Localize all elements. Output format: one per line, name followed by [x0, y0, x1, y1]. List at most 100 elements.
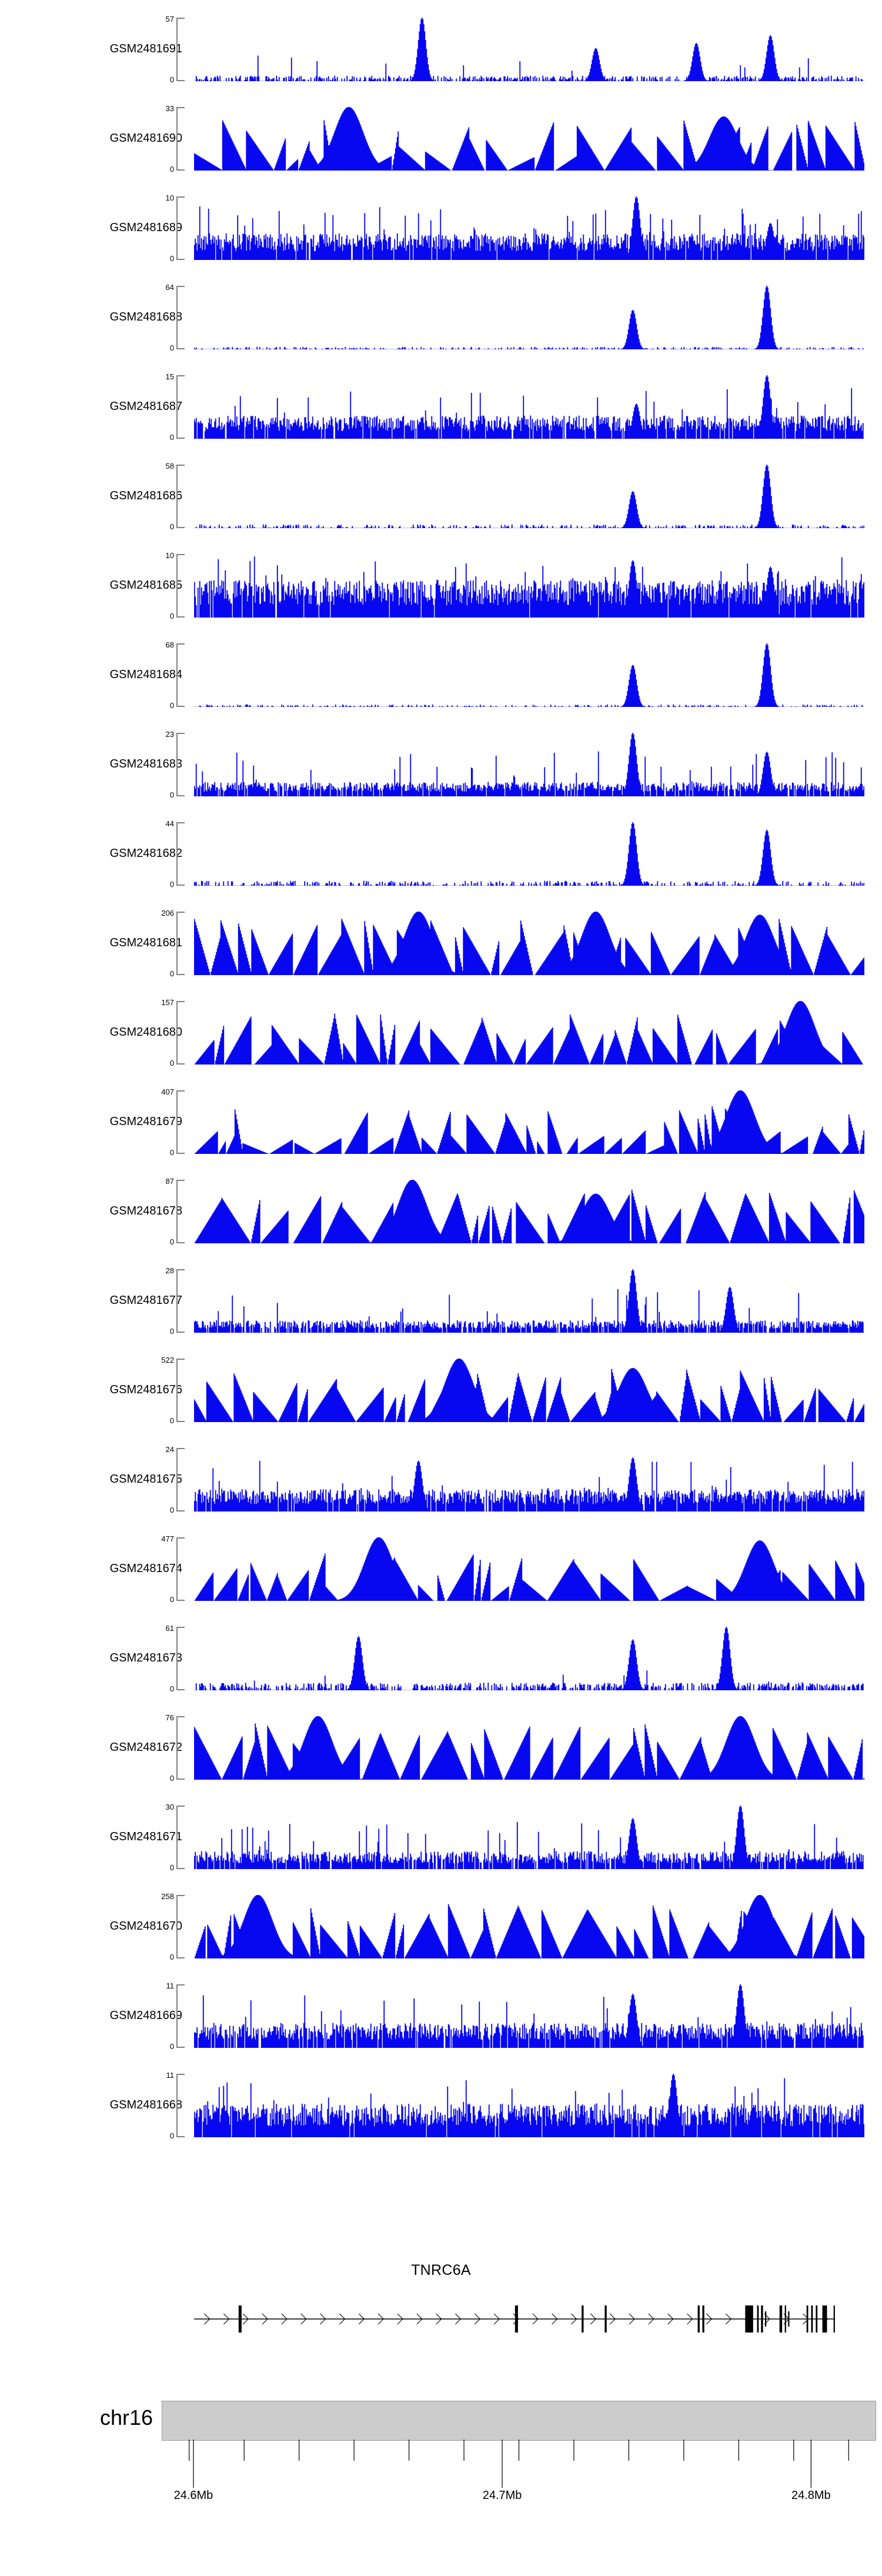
y-axis-min-label: 0 [169, 1595, 174, 1604]
coverage-area [194, 1269, 864, 1333]
coverage-track-gsm2481682[interactable]: GSM2481682 44 0 [0, 819, 882, 912]
coverage-plot[interactable] [194, 822, 864, 886]
chromosome-axis-track: chr16 24.6Mb 24.7Mb 24.8Mb [0, 2388, 882, 2511]
coverage-track-gsm2481681[interactable]: GSM2481681 206 0 [0, 909, 882, 1001]
coverage-track-gsm2481671[interactable]: GSM2481671 30 0 [0, 1803, 882, 1895]
coverage-track-gsm2481679[interactable]: GSM2481679 407 0 [0, 1088, 882, 1180]
y-axis: 206 0 [161, 909, 185, 977]
y-axis-min-label: 0 [169, 522, 174, 531]
coverage-plot[interactable] [194, 1090, 864, 1154]
ideogram-bar[interactable] [162, 2401, 876, 2441]
coverage-track-gsm2481668[interactable]: GSM2481668 11 0 [0, 2071, 882, 2163]
y-axis-max-label: 522 [161, 1356, 174, 1364]
coverage-area [194, 375, 864, 439]
coverage-plot[interactable] [194, 1269, 864, 1333]
ruler-tick-label: 24.7Mb [482, 2489, 522, 2502]
y-axis: 30 0 [166, 1803, 185, 1871]
track-label: GSM2481668 [109, 2098, 182, 2111]
coverage-plot[interactable] [194, 1537, 864, 1601]
track-label: GSM2481686 [109, 489, 182, 502]
y-axis: 87 0 [166, 1177, 185, 1246]
coverage-area [194, 733, 864, 796]
coverage-track-gsm2481672[interactable]: GSM2481672 76 0 [0, 1713, 882, 1806]
y-axis-max-label: 11 [166, 1981, 175, 1990]
coverage-plot[interactable] [194, 1448, 864, 1511]
coverage-plot[interactable] [194, 107, 864, 171]
y-axis-max-label: 477 [161, 1534, 174, 1543]
y-axis-max-label: 76 [165, 1713, 174, 1722]
y-axis: 477 0 [161, 1535, 185, 1603]
y-axis: 61 0 [166, 1624, 185, 1693]
coverage-plot[interactable] [194, 196, 864, 260]
coverage-area [194, 1180, 864, 1243]
coverage-track-gsm2481691[interactable]: GSM2481691 57 0 [0, 15, 882, 107]
coverage-plot[interactable] [194, 1180, 864, 1243]
coverage-plot[interactable] [194, 375, 864, 439]
coverage-plot[interactable] [194, 1001, 864, 1065]
coverage-plot[interactable] [194, 18, 864, 81]
coverage-plot[interactable] [194, 1627, 864, 1690]
coverage-track-gsm2481687[interactable]: GSM2481687 15 0 [0, 373, 882, 465]
y-axis-min-label: 0 [169, 790, 174, 799]
y-axis: 33 0 [166, 105, 185, 173]
coverage-area [194, 1090, 864, 1154]
coverage-track-gsm2481673[interactable]: GSM2481673 61 0 [0, 1624, 882, 1716]
coverage-plot[interactable] [194, 643, 864, 707]
y-axis-max-label: 58 [165, 462, 174, 471]
y-axis: 23 0 [166, 730, 185, 799]
coverage-plot[interactable] [194, 1716, 864, 1780]
y-axis-min-label: 0 [169, 969, 174, 978]
y-axis: 15 0 [166, 373, 185, 441]
coverage-track-gsm2481690[interactable]: GSM2481690 33 0 [0, 105, 882, 196]
y-axis-min-label: 0 [169, 433, 174, 442]
coverage-track-gsm2481676[interactable]: GSM2481676 522 0 [0, 1356, 882, 1448]
coverage-plot[interactable] [194, 1806, 864, 1869]
coverage-track-gsm2481674[interactable]: GSM2481674 477 0 [0, 1535, 882, 1627]
coverage-track-gsm2481685[interactable]: GSM2481685 10 0 [0, 552, 882, 643]
coverage-track-gsm2481686[interactable]: GSM2481686 58 0 [0, 462, 882, 554]
coverage-track-gsm2481677[interactable]: GSM2481677 28 0 [0, 1267, 882, 1359]
coverage-area [194, 643, 864, 707]
coverage-plot[interactable] [194, 2074, 864, 2137]
coverage-plot[interactable] [194, 554, 864, 618]
coverage-plot[interactable] [194, 1895, 864, 1958]
coverage-track-gsm2481675[interactable]: GSM2481675 24 0 [0, 1446, 882, 1537]
y-axis-min-label: 0 [169, 1774, 174, 1783]
track-label: GSM2481670 [109, 1920, 182, 1933]
coverage-track-gsm2481678[interactable]: GSM2481678 87 0 [0, 1177, 882, 1269]
coverage-track-gsm2481684[interactable]: GSM2481684 68 0 [0, 641, 882, 733]
coverage-track-gsm2481669[interactable]: GSM2481669 11 0 [0, 1981, 882, 2074]
gene-model-track[interactable]: TNRC6A [0, 2258, 882, 2355]
track-label: GSM2481691 [109, 42, 182, 55]
coverage-area [194, 1806, 864, 1869]
y-axis-min-label: 0 [169, 2042, 174, 2051]
coverage-area [194, 2074, 864, 2137]
track-label: GSM2481674 [109, 1562, 182, 1575]
y-axis: 157 0 [161, 999, 185, 1067]
y-axis: 58 0 [166, 462, 185, 530]
track-label: GSM2481679 [109, 1115, 182, 1128]
coverage-plot[interactable] [194, 1359, 864, 1422]
coverage-track-gsm2481683[interactable]: GSM2481683 23 0 [0, 730, 882, 822]
coverage-area [194, 1001, 864, 1065]
coverage-plot[interactable] [194, 733, 864, 796]
coverage-plot[interactable] [194, 465, 864, 528]
coverage-track-gsm2481688[interactable]: GSM2481688 64 0 [0, 283, 882, 375]
coverage-plot[interactable] [194, 912, 864, 975]
coverage-track-gsm2481680[interactable]: GSM2481680 157 0 [0, 999, 882, 1090]
y-axis-min-label: 0 [169, 343, 174, 352]
y-axis-max-label: 57 [165, 15, 174, 24]
track-label: GSM2481673 [109, 1651, 182, 1664]
y-axis-max-label: 44 [165, 819, 174, 828]
coverage-area [194, 554, 864, 618]
coverage-area [194, 1627, 864, 1690]
track-label: GSM2481689 [109, 221, 182, 234]
coverage-track-gsm2481670[interactable]: GSM2481670 258 0 [0, 1893, 882, 1984]
coverage-area [194, 1716, 864, 1780]
track-label: GSM2481684 [109, 668, 182, 681]
y-axis-max-label: 206 [161, 909, 174, 917]
coverage-plot[interactable] [194, 286, 864, 349]
coverage-track-gsm2481689[interactable]: GSM2481689 10 0 [0, 194, 882, 286]
coverage-plot[interactable] [194, 1984, 864, 2048]
